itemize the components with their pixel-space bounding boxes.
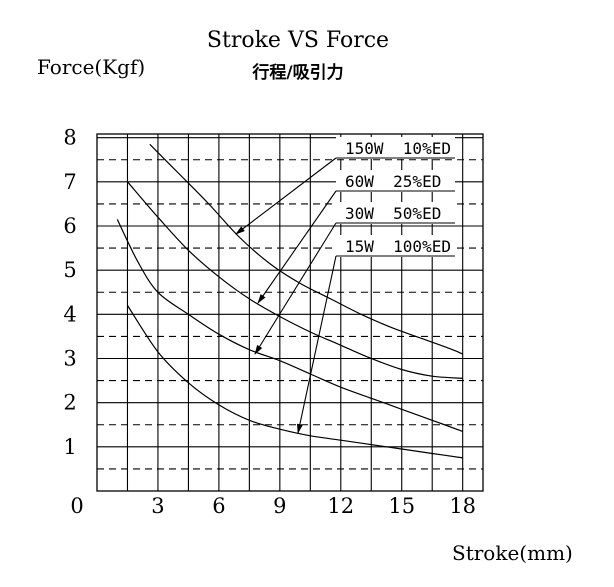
y-tick-label: 7 [63, 170, 76, 194]
y-tick-label: 5 [63, 258, 76, 282]
legend-label-2: 30W 50%ED [345, 204, 441, 223]
y-tick-label: 6 [63, 214, 76, 238]
legend-bg-3 [336, 235, 455, 257]
y-axis-label: Force(Kgf) [37, 55, 145, 79]
legend-bg-2 [336, 202, 455, 224]
x-tick-label: 6 [212, 494, 225, 518]
x-tick-label: 0 [70, 494, 83, 518]
x-tick-label: 15 [388, 494, 415, 518]
legend-label-0: 150W 10%ED [345, 139, 451, 158]
x-tick-label: 9 [273, 494, 286, 518]
chart-subtitle: 行程/吸引力 [251, 62, 343, 83]
legend-arrow-3 [296, 255, 337, 434]
y-tick-label: 1 [63, 435, 76, 459]
grid [96, 133, 484, 492]
x-tick-label: 18 [449, 494, 476, 518]
x-tick-label: 12 [327, 494, 354, 518]
x-axis-label: Stroke(mm) [452, 541, 573, 565]
series-line-2 [116, 219, 463, 432]
y-tick-label: 2 [63, 391, 76, 415]
legend-label-3: 15W 100%ED [345, 237, 451, 256]
series-line-3 [126, 305, 463, 459]
legend-bg-0 [336, 137, 455, 159]
chart-title: Stroke VS Force [207, 28, 389, 53]
legend-bg-1 [336, 170, 455, 192]
series-line-0 [149, 143, 463, 355]
y-tick-label: 4 [63, 302, 76, 326]
legend: 150W 10%ED 60W 25%ED 30W 50%ED 15W 100%ED [235, 137, 455, 434]
legend-arrow-2 [254, 222, 337, 355]
legend-arrow-0 [235, 157, 337, 235]
series-line-1 [127, 181, 463, 379]
plot-frame [96, 133, 484, 492]
legend-arrow-1 [257, 190, 337, 304]
series-lines [116, 143, 463, 459]
y-tick-label: 8 [63, 126, 76, 150]
x-tick-label: 3 [151, 494, 164, 518]
legend-label-1: 60W 25%ED [345, 172, 441, 191]
y-tick-label: 3 [63, 347, 76, 371]
